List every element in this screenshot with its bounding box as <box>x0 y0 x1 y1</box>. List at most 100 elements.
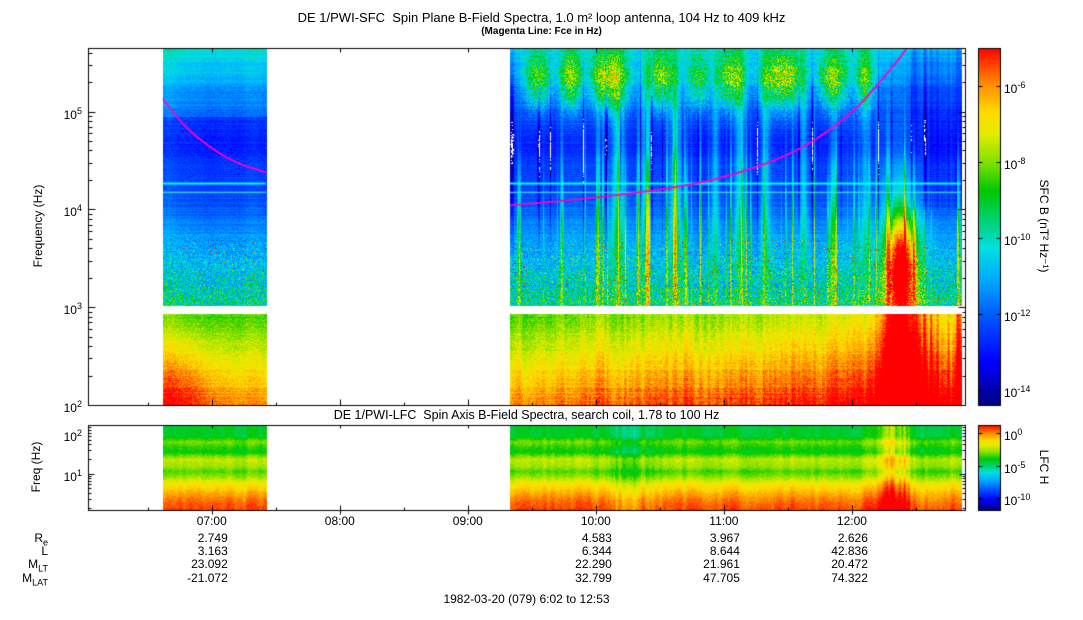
lfc-colorbar-tick-label: 100 <box>1004 424 1050 445</box>
ephemeris-value-text: 74.322 <box>831 571 868 585</box>
tick-exponent: -8 <box>1017 155 1026 166</box>
tick-mantissa: 10 <box>1004 157 1018 172</box>
sfc-colorbar-tick-label: 10-10 <box>1004 229 1050 250</box>
ephemeris-row-label: Re <box>8 530 48 551</box>
sfc-y-axis-label: Frequency (Hz) <box>31 184 45 268</box>
ephemeris-value: 23.092 <box>148 556 228 573</box>
ephemeris-label-text: M <box>28 557 39 571</box>
ephemeris-value: 6.344 <box>532 543 612 560</box>
time-tick-text: 10:00 <box>580 514 611 528</box>
ephemeris-value: 4.583 <box>532 530 612 547</box>
ephemeris-value-text: 22.290 <box>575 557 612 571</box>
ephemeris-value: 21.961 <box>660 556 740 573</box>
tick-exponent: -14 <box>1017 383 1031 394</box>
tick-mantissa: 10 <box>63 205 77 220</box>
time-tick-text: 08:00 <box>324 514 355 528</box>
tick-mantissa: 10 <box>63 430 77 444</box>
ephemeris-value: 3.967 <box>660 530 740 547</box>
ephemeris-value-text: 32.799 <box>575 571 612 585</box>
tick-exponent: 3 <box>76 301 82 312</box>
time-tick-text: 09:00 <box>452 514 483 528</box>
ephemeris-value: 3.163 <box>148 543 228 560</box>
ephemeris-value: 2.626 <box>788 530 868 547</box>
lfc-colorbar-tick-label: 10-10 <box>1004 489 1050 510</box>
ephemeris-value-text: 21.961 <box>703 557 740 571</box>
ephemeris-value: 2.749 <box>148 530 228 547</box>
ephemeris-value-text: 2.626 <box>837 531 868 545</box>
ephemeris-value: 32.799 <box>532 570 612 587</box>
sfc-colorbar-tick-label: 10-14 <box>1004 381 1050 402</box>
ephemeris-row-label: L <box>8 543 48 564</box>
ephemeris-value-text: 2.749 <box>197 531 228 545</box>
ephemeris-value-text: 3.967 <box>709 531 740 545</box>
tick-exponent: -10 <box>1017 231 1031 242</box>
ephemeris-value-text: 3.163 <box>197 544 228 558</box>
tick-mantissa: 10 <box>1004 461 1018 476</box>
sfc-y-tick-label: 102 <box>40 396 82 417</box>
time-tick-label: 11:00 <box>694 513 754 530</box>
tick-exponent: 2 <box>76 399 82 409</box>
sfc-y-tick-label: 104 <box>40 200 82 221</box>
tick-mantissa: 10 <box>1004 385 1018 400</box>
ephemeris-value: 22.290 <box>532 556 612 573</box>
time-tick-text: 12:00 <box>836 514 867 528</box>
date-range-caption: 1982-03-20 (079) 6:02 to 12:53 <box>443 592 610 606</box>
ephemeris-label-text: R <box>34 531 43 545</box>
tick-mantissa: 10 <box>1004 233 1018 248</box>
tick-exponent: -5 <box>1017 459 1026 470</box>
tick-exponent: -10 <box>1017 492 1031 503</box>
tick-mantissa: 10 <box>1004 309 1018 324</box>
tick-exponent: 0 <box>1017 426 1023 437</box>
lfc-colorbar-tick-label: 10-5 <box>1004 457 1050 478</box>
ephemeris-value: 42.836 <box>788 543 868 560</box>
lfc-y-tick-label: 101 <box>40 465 82 486</box>
lfc-panel-title: DE 1/PWI-LFC Spin Axis B-Field Spectra, … <box>333 408 720 422</box>
tick-mantissa: 10 <box>1004 494 1018 509</box>
figure-subtitle: (Magenta Line: Fce in Hz) <box>481 26 602 37</box>
sfc-colorbar-label: SFC B (nT² Hz⁻¹) <box>1037 179 1051 273</box>
tick-exponent: -12 <box>1017 307 1031 318</box>
ephemeris-label-text: M <box>22 571 33 585</box>
ephemeris-row-label: MLT <box>8 556 48 577</box>
tick-mantissa: 10 <box>63 401 77 415</box>
tick-mantissa: 10 <box>63 469 77 484</box>
tick-mantissa: 10 <box>1004 81 1018 96</box>
sfc-y-tick-label: 105 <box>40 103 82 124</box>
time-tick-text: 07:00 <box>196 514 227 528</box>
ephemeris-value-text: 4.583 <box>581 531 612 545</box>
ephemeris-value: 47.705 <box>660 570 740 587</box>
ephemeris-value: 74.322 <box>788 570 868 587</box>
tick-exponent: 5 <box>76 105 82 116</box>
sfc-colorbar-tick-label: 10-6 <box>1004 77 1050 98</box>
time-tick-label: 12:00 <box>822 513 882 530</box>
tick-mantissa: 10 <box>63 107 77 122</box>
tick-exponent: 1 <box>76 467 82 478</box>
ephemeris-value-text: 6.344 <box>581 544 612 558</box>
tick-exponent: 4 <box>76 203 82 214</box>
lfc-y-tick-label: 102 <box>40 425 82 446</box>
ephemeris-label-subscript: LT <box>38 563 48 574</box>
tick-exponent: 2 <box>76 428 82 438</box>
tick-exponent: -6 <box>1017 79 1026 90</box>
time-tick-text: 11:00 <box>709 514 739 528</box>
tick-mantissa: 10 <box>63 303 77 318</box>
time-tick-label: 10:00 <box>566 513 626 530</box>
ephemeris-value-text: 23.092 <box>191 557 228 571</box>
figure-title: DE 1/PWI-SFC Spin Plane B-Field Spectra,… <box>297 10 786 25</box>
ephemeris-value-text: 42.836 <box>831 544 868 558</box>
ephemeris-value-text: 20.472 <box>831 557 868 571</box>
ephemeris-value: 20.472 <box>788 556 868 573</box>
sfc-colorbar-tick-label: 10-8 <box>1004 153 1050 174</box>
ephemeris-label-subscript: LAT <box>32 577 48 588</box>
sfc-y-tick-label: 103 <box>40 298 82 319</box>
ephemeris-value-text: -21.072 <box>187 571 228 585</box>
ephemeris-value-text: 47.705 <box>703 571 740 585</box>
tick-mantissa: 10 <box>1004 428 1018 443</box>
ephemeris-value-text: 8.644 <box>709 544 740 558</box>
time-tick-label: 09:00 <box>438 513 498 530</box>
ephemeris-label-subscript: e <box>42 537 48 548</box>
time-tick-label: 07:00 <box>182 513 242 530</box>
ephemeris-row-label: MLAT <box>8 570 48 591</box>
